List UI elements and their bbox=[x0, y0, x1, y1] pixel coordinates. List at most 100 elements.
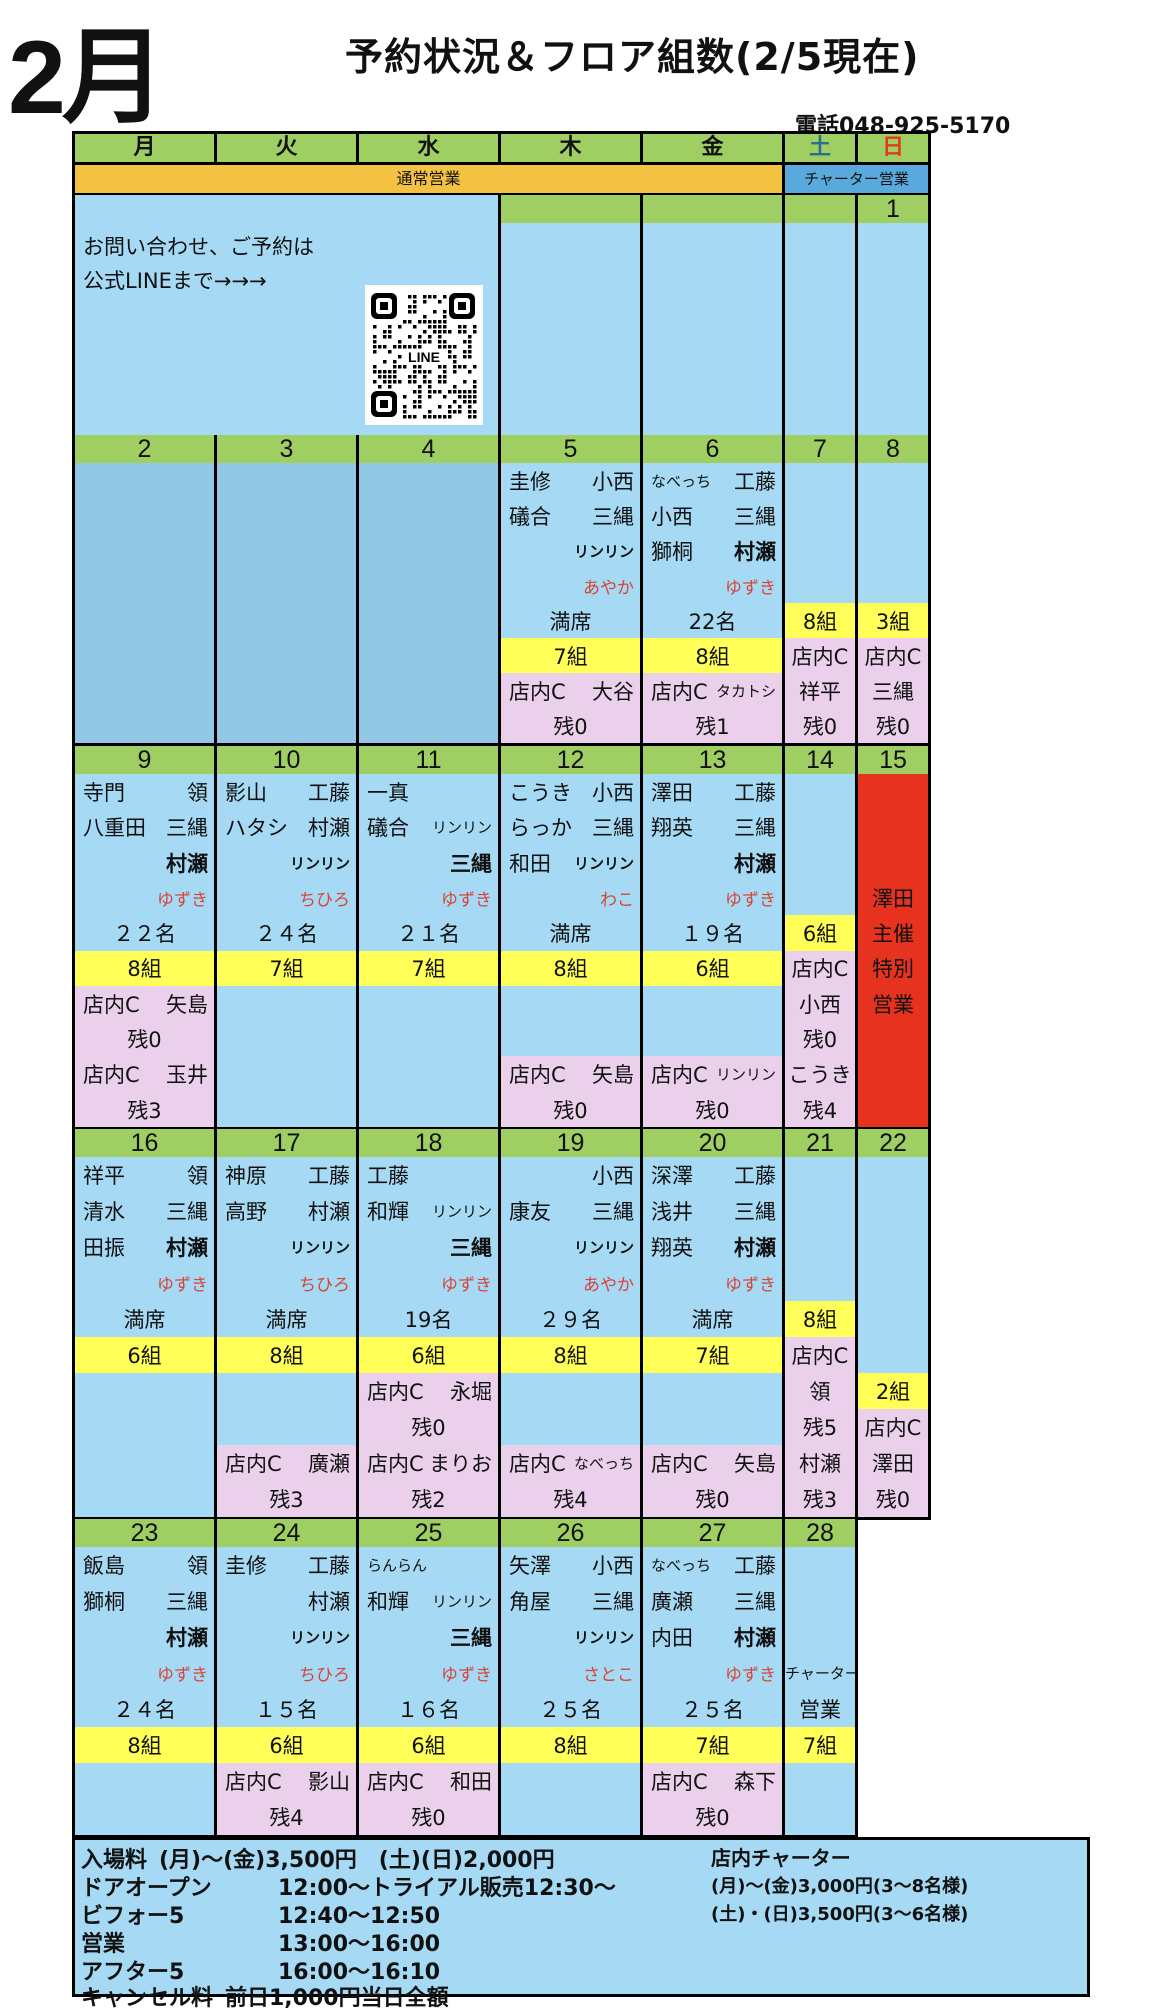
day-line: 和田 リンリン bbox=[501, 844, 640, 881]
fee-value: 16:00～16:10 bbox=[278, 1960, 441, 1985]
day-line: 残4 bbox=[217, 1799, 356, 1835]
day-cell: 10 影山 工藤 ハタシ 村瀬 リンリン ちひろ ２４名 7組 bbox=[217, 746, 356, 1127]
day-cell: 5 圭修 小西 礒合 三縄 リンリン あやか 満席 7組 店内C 大谷 残0 bbox=[501, 435, 640, 743]
performer-name: 領 bbox=[187, 1554, 208, 1579]
status-text: ２１名 bbox=[397, 922, 460, 947]
day-line: 小西 bbox=[785, 985, 855, 1022]
performer-name: 澤田 bbox=[651, 780, 693, 805]
status-text: 8組 bbox=[553, 957, 588, 982]
day-line: 満席 bbox=[75, 1301, 214, 1338]
performer-name: 三縄 bbox=[166, 1590, 208, 1615]
status-text: 店内C bbox=[791, 1344, 849, 1369]
weekday-header-6: 日 bbox=[858, 134, 928, 162]
weekday-header-3: 木 bbox=[501, 134, 640, 162]
notice-line-1: お問い合わせ、ご予約は bbox=[83, 235, 314, 259]
day-cell-empty bbox=[643, 195, 782, 435]
day-line: 祥平 bbox=[785, 673, 855, 709]
day-line bbox=[501, 1763, 640, 1800]
day-line: 19名 bbox=[359, 1301, 498, 1338]
performer-name: 圭修 bbox=[225, 1554, 267, 1579]
status-text: 22名 bbox=[688, 609, 737, 634]
day-line: 満席 bbox=[501, 915, 640, 952]
day-line: 村瀬 bbox=[785, 1445, 855, 1482]
date-number: 3 bbox=[217, 435, 356, 463]
day-line: 残0 bbox=[359, 1799, 498, 1835]
day-line: ２１名 bbox=[359, 915, 498, 952]
day-line bbox=[785, 774, 855, 810]
performer-name: 領 bbox=[187, 1164, 208, 1189]
performer-name: 小西 bbox=[592, 469, 634, 494]
date-band: 1 bbox=[858, 195, 928, 223]
day-line: 礒合 三縄 bbox=[501, 498, 640, 534]
status-text: 残4 bbox=[802, 1098, 838, 1123]
day-line: 残4 bbox=[785, 1091, 855, 1127]
performer-name: 村瀬 bbox=[308, 1200, 350, 1225]
day-line: 村瀬 bbox=[217, 1583, 356, 1620]
day-line bbox=[359, 1091, 498, 1127]
date-number: 18 bbox=[359, 1129, 498, 1157]
day-line: 残2 bbox=[359, 1481, 498, 1517]
day-line: 残4 bbox=[501, 1481, 640, 1517]
fee-label: ビフォー5 bbox=[81, 1904, 185, 1929]
day-line: わこ bbox=[501, 879, 640, 916]
status-text: 残0 bbox=[411, 1806, 446, 1831]
day-line bbox=[785, 809, 855, 846]
day-cell: 4 bbox=[359, 435, 498, 743]
date-number: 27 bbox=[643, 1519, 782, 1547]
line-qr-code[interactable]: LINE bbox=[365, 285, 483, 425]
fee-label: ドアオープン bbox=[81, 1876, 212, 1901]
day-line: リンリン bbox=[217, 1619, 356, 1656]
day-line: 営業 bbox=[858, 985, 928, 1022]
status-text: 残4 bbox=[553, 1488, 588, 1513]
status-text: 残0 bbox=[695, 1488, 730, 1513]
day-line: 店内C 矢島 bbox=[75, 985, 214, 1022]
day-line bbox=[75, 1763, 214, 1800]
day-line bbox=[858, 463, 928, 499]
day-line: ２９名 bbox=[501, 1301, 640, 1338]
day-line: らっか 三縄 bbox=[501, 809, 640, 846]
performer-name: リンリン bbox=[573, 854, 634, 873]
fee-value: (月)～(金)3,500円 (土)(日)2,000円 bbox=[159, 1848, 555, 1873]
date-band bbox=[785, 195, 855, 223]
staff-name: ゆずき bbox=[157, 1665, 208, 1686]
performer-name: 神原 bbox=[225, 1164, 267, 1189]
staff-name: あやか bbox=[583, 1275, 634, 1296]
day-line: 村瀬 bbox=[75, 844, 214, 881]
weekday-header-0: 月 bbox=[75, 134, 214, 162]
day-line bbox=[785, 844, 855, 881]
performer-name: 和田 bbox=[509, 851, 551, 876]
status-text: １５名 bbox=[255, 1698, 318, 1723]
performer-name: 圭修 bbox=[509, 469, 551, 494]
day-line: 影山 工藤 bbox=[217, 774, 356, 810]
day-line: 祥平 領 bbox=[75, 1157, 214, 1194]
day-line: 店内C bbox=[785, 950, 855, 987]
day-line: リンリン bbox=[217, 844, 356, 881]
day-line bbox=[359, 985, 498, 1022]
day-cell: 23 飯島 領獅桐 三縄 村瀬 ゆずき ２４名 8組 bbox=[75, 1519, 214, 1835]
day-line: 7組 bbox=[643, 1727, 782, 1764]
status-text: 6組 bbox=[127, 1344, 162, 1369]
day-line: 小西 三縄 bbox=[643, 498, 782, 534]
day-cell: 8 3組 店内C 三縄 残0 bbox=[858, 435, 928, 743]
day-line: ゆずき bbox=[359, 1265, 498, 1302]
staff-name: ゆずき bbox=[157, 1275, 208, 1296]
normal-business-banner: 通常営業 bbox=[75, 165, 782, 193]
day-line bbox=[785, 879, 855, 916]
day-line: 店内C タカトシ bbox=[643, 673, 782, 709]
fee-label: 入場料 bbox=[81, 1848, 148, 1873]
performer-name: 工藤 bbox=[734, 1164, 776, 1189]
day-line: 残3 bbox=[217, 1481, 356, 1517]
day-line: １６名 bbox=[359, 1691, 498, 1728]
day-line bbox=[75, 1799, 214, 1835]
performer-name: 店内C bbox=[367, 1452, 424, 1477]
performer-name: 一真 bbox=[367, 780, 409, 805]
date-number: 20 bbox=[643, 1129, 782, 1157]
day-line: リンリン bbox=[501, 533, 640, 569]
weekday-header-4: 金 bbox=[643, 134, 782, 162]
day-line: 残0 bbox=[643, 1799, 782, 1835]
day-line bbox=[785, 463, 855, 499]
day-line: 店内C 影山 bbox=[217, 1763, 356, 1800]
day-line: ２２名 bbox=[75, 915, 214, 952]
day-line bbox=[785, 1229, 855, 1266]
status-text: ２５名 bbox=[681, 1698, 744, 1723]
